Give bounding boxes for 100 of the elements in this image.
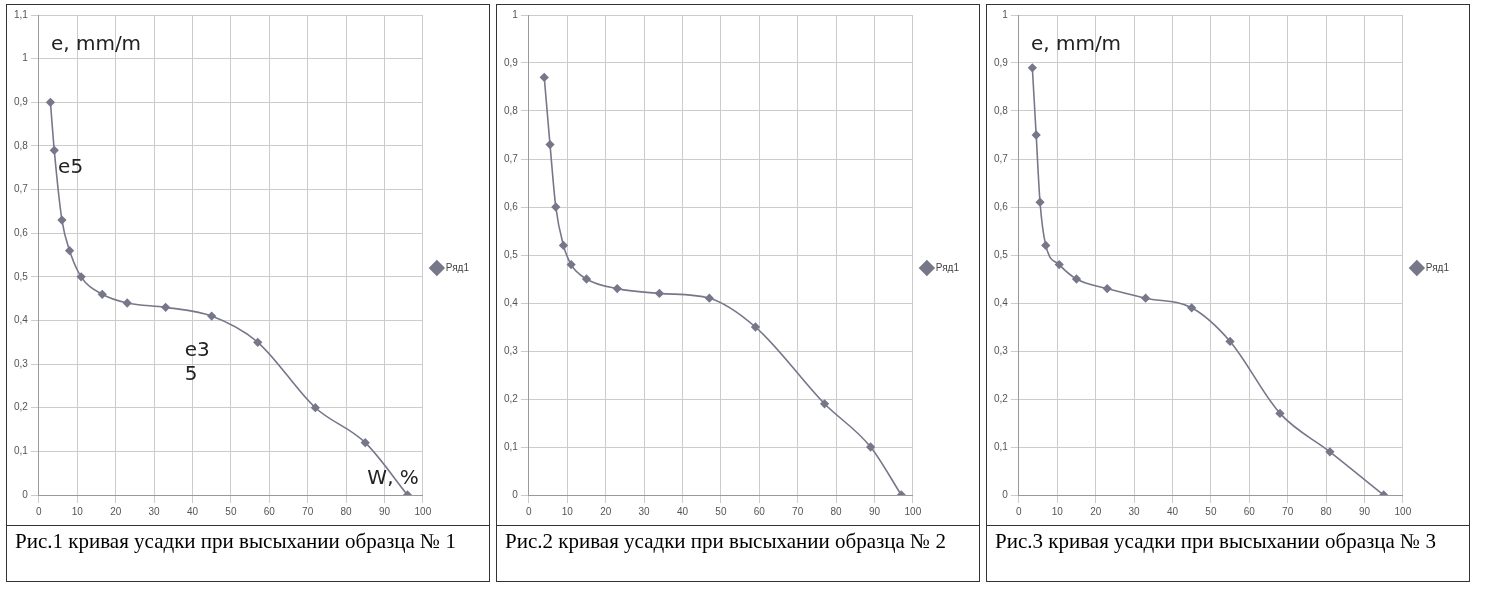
y-tick-label: 1 xyxy=(1002,8,1009,20)
y-tick-label: 0 xyxy=(512,488,519,500)
point xyxy=(1054,260,1064,269)
point xyxy=(122,298,132,308)
y-tick-label: 0 xyxy=(1002,488,1009,500)
x-tick-label: 0 xyxy=(1016,505,1023,517)
x-tick-label: 100 xyxy=(414,505,432,517)
x-tick-label: 80 xyxy=(1320,505,1333,517)
y-axis-title: e, mm/m xyxy=(50,31,142,56)
y-tick-label: 0,3 xyxy=(504,344,519,356)
point xyxy=(1225,337,1235,346)
point xyxy=(1187,303,1196,313)
x-tick-label: 50 xyxy=(1205,505,1217,517)
legend-label: Ряд1 xyxy=(445,261,470,273)
y-tick-label: 0,3 xyxy=(14,357,29,369)
legend-label: Ряд1 xyxy=(935,261,960,273)
x-tick-label: 50 xyxy=(225,505,237,517)
point xyxy=(705,293,714,303)
point xyxy=(539,73,549,82)
x-tick-label: 70 xyxy=(302,505,314,517)
point xyxy=(820,399,829,409)
y-tick-label: 0,9 xyxy=(504,56,519,68)
y-tick-label: 0,6 xyxy=(994,200,1009,212)
point xyxy=(1102,284,1112,293)
point xyxy=(866,442,875,452)
point xyxy=(1031,130,1041,140)
x-tick-label: 0 xyxy=(526,505,533,517)
x-tick-label: 90 xyxy=(868,505,881,517)
y-tick-label: 0,2 xyxy=(504,392,519,404)
x-tick-label: 20 xyxy=(600,505,612,517)
x-axis-title: W, % xyxy=(367,465,419,490)
annotation: e5 xyxy=(58,153,84,178)
legend-label: Ряд1 xyxy=(1425,261,1450,273)
point xyxy=(655,289,664,298)
point xyxy=(1041,241,1051,250)
x-tick-label: 40 xyxy=(186,505,199,517)
x-tick-label: 100 xyxy=(904,505,922,517)
text: Рис.1 кривая усадки при высыхании образца № 1 xyxy=(7,525,489,581)
y-tick-label: 0,2 xyxy=(994,392,1009,404)
y-tick-label: 0,6 xyxy=(14,226,29,238)
text: Рис.2 кривая усадки при высыхании образца № 2 xyxy=(497,525,979,581)
y-tick-label: 0,8 xyxy=(994,104,1009,116)
point xyxy=(1072,274,1081,284)
x-tick-label: 80 xyxy=(830,505,843,517)
point xyxy=(161,303,170,312)
point xyxy=(97,289,107,299)
x-tick-label: 10 xyxy=(71,505,84,517)
point xyxy=(65,246,74,255)
y-tick-label: 0,9 xyxy=(994,56,1009,68)
point xyxy=(1035,197,1045,207)
x-tick-label: 60 xyxy=(1243,505,1256,517)
point xyxy=(76,272,86,282)
y-tick-label: 0,3 xyxy=(994,344,1009,356)
x-tick-label: 40 xyxy=(676,505,689,517)
point xyxy=(612,284,622,293)
x-tick-label: 10 xyxy=(561,505,574,517)
x-tick-label: 90 xyxy=(378,505,391,517)
y-tick-label: 0,4 xyxy=(994,296,1009,308)
x-tick-label: 30 xyxy=(148,505,161,517)
y-tick-label: 0,1 xyxy=(504,440,519,452)
y-tick-label: 1 xyxy=(22,52,29,64)
point xyxy=(751,322,760,332)
y-tick-label: 0,5 xyxy=(14,270,29,282)
x-tick-label: 20 xyxy=(110,505,122,517)
x-tick-label: 80 xyxy=(340,505,353,517)
x-tick-label: 30 xyxy=(638,505,651,517)
y-tick-label: 0,8 xyxy=(504,104,519,116)
y-tick-label: 0,7 xyxy=(994,152,1009,164)
x-tick-label: 20 xyxy=(1090,505,1102,517)
x-tick-label: 30 xyxy=(1128,505,1141,517)
x-tick-label: 50 xyxy=(715,505,727,517)
x-tick-label: 100 xyxy=(1394,505,1412,517)
point xyxy=(582,274,591,284)
point xyxy=(311,403,320,413)
y-tick-label: 0,7 xyxy=(504,152,519,164)
y-tick-label: 0,4 xyxy=(14,314,29,326)
point xyxy=(1028,63,1037,73)
point xyxy=(57,215,67,225)
y-axis-title: e, mm/m xyxy=(1030,31,1122,56)
y-tick-label: 0,4 xyxy=(504,296,519,308)
y-tick-label: 0,5 xyxy=(504,248,519,260)
y-tick-label: 1,1 xyxy=(14,8,29,20)
point xyxy=(545,140,555,149)
point xyxy=(46,97,55,107)
y-tick-label: 0,7 xyxy=(14,183,29,195)
point xyxy=(207,311,216,321)
x-tick-label: 10 xyxy=(1051,505,1064,517)
y-tick-label: 0,8 xyxy=(14,139,29,151)
point xyxy=(1325,447,1335,457)
x-tick-label: 90 xyxy=(1358,505,1371,517)
x-tick-label: 0 xyxy=(36,505,43,517)
y-tick-label: 1 xyxy=(512,8,519,20)
point xyxy=(1275,409,1285,418)
point xyxy=(253,337,263,347)
point xyxy=(566,260,576,269)
point xyxy=(1141,293,1150,303)
y-tick-label: 0 xyxy=(22,488,29,500)
y-tick-label: 0,9 xyxy=(14,96,29,108)
y-tick-label: 0,6 xyxy=(504,200,519,212)
x-tick-label: 70 xyxy=(792,505,804,517)
